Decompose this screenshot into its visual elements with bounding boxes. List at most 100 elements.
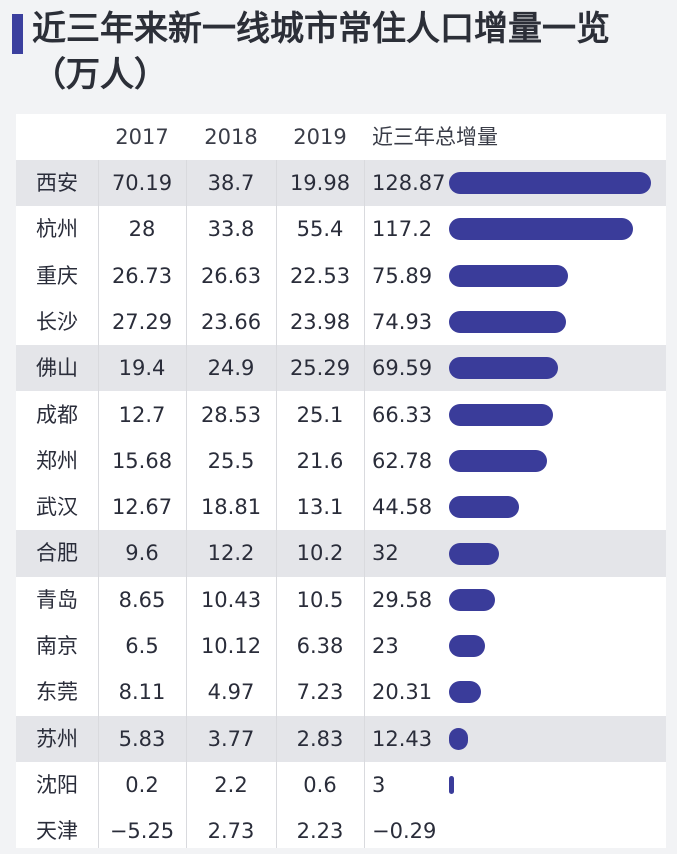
city-label: 武汉 (36, 495, 78, 520)
cell-2018: 26.63 (200, 263, 262, 288)
cell-2018: 33.8 (207, 217, 255, 242)
cell-2017: 12.7 (118, 402, 166, 427)
cell-total: 74.93 (372, 309, 433, 334)
cell-2018: 23.66 (200, 309, 262, 334)
header-2018: 2018 (204, 125, 258, 149)
cell-2018: 10.43 (200, 587, 262, 612)
total-bar (449, 449, 548, 472)
cell-total: 128.87 (372, 171, 446, 195)
header-2019: 2019 (293, 125, 347, 149)
column-divider (364, 160, 365, 848)
row-highlight-band (16, 715, 666, 762)
title-accent-bar (12, 14, 23, 54)
total-bar (449, 542, 500, 565)
cell-total: 20.31 (372, 680, 433, 705)
city-label: 郑州 (36, 448, 78, 473)
cell-2018: 2.73 (207, 819, 255, 844)
city-label: 重庆 (36, 263, 78, 288)
city-label: 苏州 (36, 726, 78, 751)
city-label: 西安 (36, 171, 78, 195)
cell-2019: 22.53 (289, 263, 351, 288)
total-bar (449, 681, 481, 704)
cell-total: 3 (372, 772, 386, 797)
cell-2017: 26.73 (111, 263, 173, 288)
city-label: 长沙 (36, 309, 78, 334)
column-divider (276, 160, 277, 848)
total-bar (449, 496, 519, 519)
total-bar (449, 635, 486, 658)
cell-2017: 0.2 (125, 772, 159, 797)
cell-2019: 23.98 (289, 309, 351, 334)
cell-total: 75.89 (372, 263, 433, 288)
cell-2019: 21.6 (296, 448, 344, 473)
cell-2017: 28 (128, 217, 156, 242)
total-bar (449, 776, 454, 795)
total-bar (449, 588, 496, 611)
cell-2019: 13.1 (296, 495, 344, 520)
cell-2019: 10.2 (296, 541, 344, 566)
cell-2019: 10.5 (296, 587, 344, 612)
cell-2017: 27.29 (111, 309, 173, 334)
city-label: 佛山 (36, 356, 78, 381)
cell-total: 66.33 (372, 402, 433, 427)
total-bar (449, 311, 567, 334)
cell-2018: 4.97 (207, 680, 255, 705)
cell-2019: 25.29 (289, 356, 351, 381)
column-divider (186, 160, 187, 848)
cell-2018: 3.77 (207, 726, 255, 751)
cell-total: 117.2 (372, 217, 433, 242)
city-label: 东莞 (36, 680, 78, 705)
cell-2019: 19.98 (289, 171, 351, 195)
population-table: 2017 2018 2019 近三年总增量 西安 70.19 38.7 19.98 12… (16, 114, 666, 848)
cell-2017: 12.67 (111, 495, 173, 520)
cell-total: 62.78 (372, 448, 433, 473)
page-title: 近三年来新一线城市常住人口增量一览（万人） (32, 9, 610, 95)
city-label: 成都 (36, 402, 78, 427)
cell-2018: 38.7 (207, 171, 255, 195)
city-label: 青岛 (36, 587, 78, 612)
cell-2019: 6.38 (296, 634, 344, 658)
city-label: 杭州 (36, 217, 78, 242)
total-bar (449, 727, 469, 750)
city-label: 合肥 (36, 541, 78, 566)
cell-total: 23 (372, 634, 399, 658)
cell-2018: 10.12 (200, 634, 262, 658)
cell-2017: 9.6 (125, 541, 159, 566)
cell-2017: 5.83 (118, 726, 166, 751)
cell-2018: 18.81 (200, 495, 262, 520)
cell-2019: 55.4 (296, 217, 344, 242)
cell-2018: 28.53 (200, 402, 262, 427)
total-bar (449, 357, 559, 380)
cell-total: 32 (372, 541, 399, 566)
cell-2018: 24.9 (207, 356, 255, 381)
cell-2018: 2.2 (214, 772, 248, 797)
cell-2019: 7.23 (296, 680, 344, 705)
cell-total: 44.58 (372, 495, 433, 520)
cell-2018: 25.5 (207, 448, 255, 473)
city-label: 南京 (36, 634, 78, 658)
cell-2017: 70.19 (111, 171, 173, 195)
total-bar (449, 172, 651, 195)
header-total: 近三年总增量 (372, 125, 498, 149)
cell-2017: −5.25 (109, 819, 175, 844)
cell-total: 69.59 (372, 356, 433, 381)
cell-2019: 2.23 (296, 819, 344, 844)
cell-2018: 12.2 (207, 541, 255, 566)
cell-2019: 0.6 (303, 772, 337, 797)
header-2017: 2017 (115, 125, 169, 149)
cell-2019: 25.1 (296, 402, 344, 427)
row-highlight-band (16, 530, 666, 577)
total-bar (449, 403, 553, 426)
cell-2017: 15.68 (111, 448, 173, 473)
column-divider (98, 160, 99, 848)
cell-2017: 19.4 (118, 356, 166, 381)
total-bar (449, 218, 633, 241)
cell-total: −0.29 (372, 819, 437, 844)
city-label: 沈阳 (36, 772, 78, 797)
cell-2019: 2.83 (296, 726, 344, 751)
cell-2017: 8.65 (118, 587, 166, 612)
cell-total: 29.58 (372, 587, 433, 612)
city-label: 天津 (36, 819, 78, 844)
total-bar (449, 264, 568, 287)
cell-total: 12.43 (372, 726, 433, 751)
